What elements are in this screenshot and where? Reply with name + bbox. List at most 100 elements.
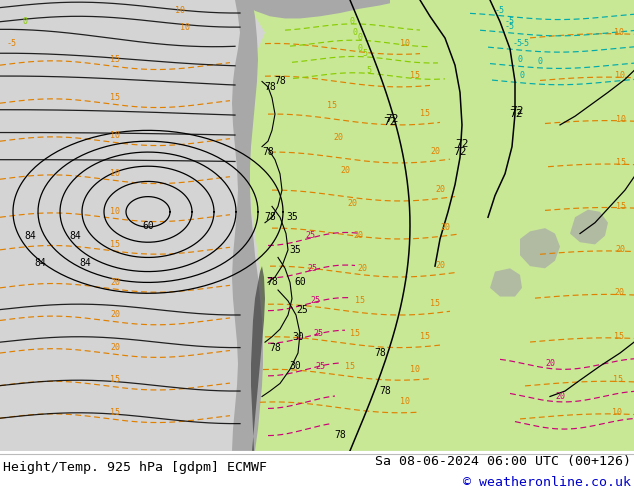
Text: 25: 25 (313, 329, 323, 338)
Text: 10: 10 (616, 115, 626, 123)
Text: 0: 0 (22, 17, 27, 26)
Text: 10: 10 (410, 365, 420, 373)
Text: 15: 15 (614, 332, 624, 341)
Text: 20: 20 (353, 231, 363, 240)
Text: 20: 20 (614, 289, 624, 297)
Polygon shape (520, 228, 560, 269)
Text: 20: 20 (555, 392, 565, 401)
Text: 20: 20 (440, 223, 450, 232)
Text: 84: 84 (34, 258, 46, 268)
Text: 20: 20 (333, 133, 343, 143)
Text: 10: 10 (400, 39, 410, 48)
Text: 15: 15 (345, 362, 355, 370)
Text: 78: 78 (334, 430, 346, 440)
Text: 72: 72 (383, 117, 397, 127)
Polygon shape (240, 0, 390, 19)
Text: -5: -5 (513, 39, 523, 48)
Text: 20: 20 (545, 359, 555, 368)
Text: 0: 0 (517, 55, 522, 64)
Text: 10: 10 (616, 71, 625, 80)
Text: 5: 5 (366, 66, 372, 75)
Text: 72: 72 (510, 106, 524, 116)
Text: 84: 84 (79, 258, 91, 268)
Text: 15: 15 (350, 329, 360, 338)
Text: 10: 10 (110, 169, 120, 178)
Text: 20: 20 (110, 310, 120, 319)
Text: 15: 15 (110, 408, 120, 417)
Text: 25: 25 (307, 264, 317, 273)
Text: -5: -5 (520, 39, 530, 48)
Text: 20: 20 (110, 278, 120, 287)
Text: 0: 0 (349, 17, 354, 26)
Text: 25: 25 (296, 305, 308, 315)
Polygon shape (251, 266, 265, 451)
Text: © weatheronline.co.uk: © weatheronline.co.uk (463, 476, 631, 490)
Text: 0: 0 (358, 33, 363, 42)
Text: 78: 78 (262, 147, 274, 157)
Text: 15: 15 (110, 240, 120, 248)
Text: -5: -5 (7, 39, 17, 48)
Text: 10: 10 (612, 408, 623, 417)
Text: 10: 10 (110, 131, 120, 140)
Text: 15: 15 (410, 71, 420, 80)
Text: 10: 10 (614, 28, 624, 37)
Text: 20: 20 (430, 147, 440, 156)
Text: 10: 10 (175, 6, 185, 15)
Text: 20: 20 (435, 261, 445, 270)
Text: 0: 0 (353, 28, 358, 37)
Text: 10: 10 (400, 397, 410, 406)
Polygon shape (390, 0, 634, 40)
Text: 15: 15 (355, 296, 365, 305)
Polygon shape (232, 0, 263, 451)
Polygon shape (570, 210, 608, 245)
Text: 15: 15 (420, 332, 430, 341)
Text: 72: 72 (455, 139, 469, 148)
Polygon shape (490, 269, 522, 296)
Text: 84: 84 (24, 231, 36, 241)
Text: Sa 08-06-2024 06:00 UTC (00+126): Sa 08-06-2024 06:00 UTC (00+126) (375, 455, 631, 468)
Text: 78: 78 (274, 76, 286, 86)
Text: 30: 30 (289, 361, 301, 371)
Text: 20: 20 (435, 185, 445, 194)
Text: 0: 0 (519, 71, 524, 80)
Text: 60: 60 (142, 221, 154, 231)
Text: 20: 20 (110, 343, 120, 352)
Text: 78: 78 (266, 277, 278, 288)
Text: 0: 0 (538, 57, 543, 67)
Text: 35: 35 (289, 245, 301, 255)
Text: 20: 20 (347, 198, 357, 208)
Text: 72: 72 (453, 147, 467, 157)
Text: 15: 15 (327, 101, 337, 110)
Text: 25: 25 (315, 362, 325, 370)
Text: 20: 20 (616, 245, 625, 254)
Text: 72: 72 (509, 109, 523, 119)
Text: 15: 15 (613, 375, 623, 384)
Text: 15: 15 (110, 93, 120, 102)
Text: 15: 15 (430, 299, 440, 308)
Text: 78: 78 (379, 386, 391, 396)
Text: 15: 15 (616, 158, 626, 167)
Text: Height/Temp. 925 hPa [gdpm] ECMWF: Height/Temp. 925 hPa [gdpm] ECMWF (3, 461, 267, 474)
Text: 15: 15 (110, 375, 120, 384)
Text: 35: 35 (286, 212, 298, 222)
Text: 15: 15 (110, 55, 120, 64)
Text: 60: 60 (294, 277, 306, 288)
Text: 20: 20 (357, 264, 367, 273)
Text: 30: 30 (292, 332, 304, 342)
Text: 78: 78 (264, 82, 276, 92)
Text: 72: 72 (385, 115, 399, 124)
Text: 15: 15 (420, 109, 430, 118)
Text: 78: 78 (264, 212, 276, 222)
Text: 78: 78 (374, 348, 386, 358)
Text: -5: -5 (495, 6, 505, 15)
Text: 20: 20 (340, 166, 350, 175)
Text: -5: -5 (505, 23, 515, 31)
Polygon shape (240, 0, 634, 451)
Text: 15: 15 (616, 201, 626, 211)
Text: 84: 84 (69, 231, 81, 241)
Text: -5: -5 (505, 17, 515, 26)
Text: 78: 78 (269, 343, 281, 353)
Text: 0: 0 (358, 45, 363, 53)
Text: 5: 5 (363, 49, 368, 58)
Text: 25: 25 (310, 296, 320, 305)
